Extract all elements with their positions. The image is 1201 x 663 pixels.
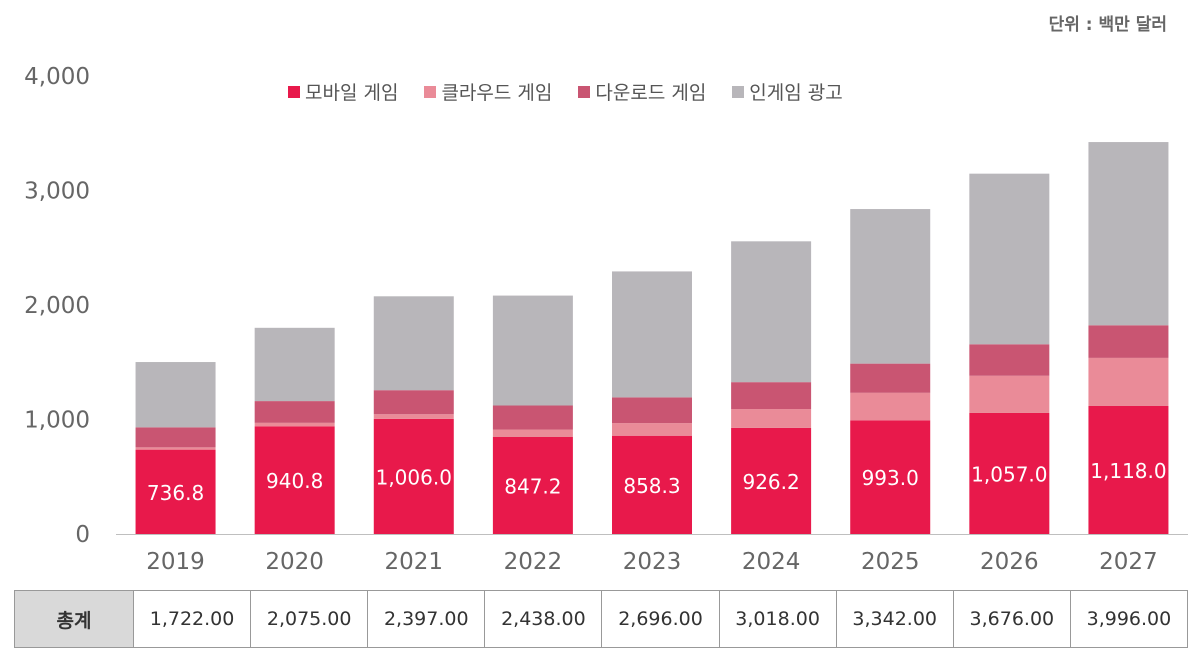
bar-segment-cloud-2025 [850, 392, 931, 421]
bar-segment-ads-2023 [612, 271, 692, 398]
bar-segment-ads-2026 [969, 173, 1050, 345]
bar-segment-cloud-2026 [969, 375, 1050, 413]
total-cell-2022: 2,438.00 [484, 590, 603, 648]
bar-segment-mobile-2020 [254, 426, 335, 534]
total-row: 총계 1,722.00 2,075.00 2,397.00 2,438.00 2… [14, 590, 1189, 648]
bar-segment-download-2023 [612, 397, 692, 424]
x-tick-label: 2025 [861, 549, 920, 575]
total-cell-2021: 2,397.00 [367, 590, 486, 648]
bar-value-label: 940.8 [266, 469, 323, 493]
x-tick-label: 2026 [980, 549, 1039, 575]
x-tick-label: 2019 [146, 549, 205, 575]
legend-swatch-download [578, 85, 591, 98]
bar-segment-ads-2027 [1088, 142, 1169, 326]
bar-segment-mobile-2023 [612, 435, 692, 534]
legend-label-download: 다운로드 게임 [595, 82, 707, 104]
bar-value-label: 993.0 [862, 466, 919, 490]
bar-value-label: 858.3 [623, 474, 680, 498]
bar-segment-download-2027 [1088, 325, 1169, 358]
unit-label: 단위 : 백만 달러 [1048, 15, 1167, 35]
bar-value-label: 1,057.0 [971, 462, 1047, 486]
legend-label-ads: 인게임 광고 [749, 82, 843, 104]
legend-item-download: 다운로드 게임 [578, 78, 706, 105]
bar-segment-download-2025 [850, 363, 931, 393]
bar-segment-cloud-2021 [373, 414, 454, 419]
x-tick-label: 2020 [265, 549, 324, 575]
x-tick-label: 2023 [623, 549, 682, 575]
bar-segment-mobile-2022 [492, 436, 573, 534]
bar-segment-cloud-2027 [1088, 357, 1169, 406]
bar-segment-cloud-2020 [254, 422, 335, 427]
legend-swatch-ads [732, 85, 745, 98]
total-cell-2026: 3,676.00 [952, 590, 1071, 648]
bar-segment-ads-2019 [135, 362, 216, 428]
bar-segment-ads-2025 [850, 209, 931, 364]
total-cell-2023: 2,696.00 [601, 590, 720, 648]
bar-segment-cloud-2019 [135, 447, 216, 450]
bar-segment-ads-2021 [373, 296, 454, 391]
x-tick-label: 2027 [1099, 549, 1158, 575]
bar-value-label: 926.2 [742, 470, 799, 494]
bar-segment-download-2022 [492, 405, 573, 430]
bar-segment-cloud-2024 [731, 409, 812, 428]
bar-segment-mobile-2025 [850, 420, 931, 534]
y-tick-label: 3,000 [24, 179, 90, 205]
bar-segment-download-2020 [254, 401, 335, 423]
bar-segment-mobile-2021 [373, 418, 454, 534]
total-cell-2019: 1,722.00 [132, 590, 252, 648]
legend-item-ads: 인게임 광고 [732, 78, 843, 105]
x-tick-label: 2021 [385, 549, 444, 575]
x-tick-label: 2024 [742, 549, 801, 575]
legend-label-cloud: 클라우드 게임 [441, 82, 553, 104]
legend-item-mobile: 모바일 게임 [288, 78, 398, 105]
total-table: 총계 1,722.00 2,075.00 2,397.00 2,438.00 2… [14, 590, 1189, 648]
bar-segment-download-2026 [969, 344, 1050, 376]
legend-swatch-mobile [288, 85, 300, 98]
total-label: 총계 [14, 590, 134, 648]
bar-segment-download-2021 [373, 390, 454, 415]
bar-value-label: 1,118.0 [1090, 459, 1166, 483]
bar-value-label: 847.2 [504, 474, 561, 498]
total-cell-2027: 3,996.00 [1069, 590, 1189, 648]
bar-segment-ads-2024 [731, 241, 812, 383]
x-tick-label: 2022 [504, 549, 563, 575]
bar-segment-cloud-2022 [492, 429, 573, 437]
total-cell-2024: 3,018.00 [718, 590, 837, 648]
bar-segment-ads-2020 [254, 327, 335, 402]
bar-segment-cloud-2023 [612, 423, 692, 436]
y-tick-label: 1,000 [24, 408, 90, 434]
legend-swatch-cloud [424, 85, 437, 98]
y-tick-label: 0 [75, 522, 90, 548]
bar-segment-download-2024 [731, 382, 812, 410]
bar-segment-mobile-2026 [969, 412, 1050, 534]
bar-segment-mobile-2019 [135, 449, 216, 534]
bar-value-label: 1,006.0 [376, 465, 452, 489]
chart-legend: 모바일 게임 클라우드 게임 다운로드 게임 인게임 광고 [288, 78, 869, 105]
stacked-bar-chart: 0 1,000 2,000 3,000 4,000 736.8 2019 940.8 2020 1… [24, 64, 1188, 575]
bar-segment-mobile-2024 [731, 427, 812, 534]
y-tick-label: 2,000 [24, 293, 90, 319]
legend-label-mobile: 모바일 게임 [305, 82, 399, 104]
total-cell-2025: 3,342.00 [835, 590, 954, 648]
total-cell-2020: 2,075.00 [250, 590, 369, 648]
legend-item-cloud: 클라우드 게임 [424, 78, 552, 105]
bar-segment-ads-2022 [492, 295, 573, 406]
bar-segment-download-2019 [135, 427, 216, 448]
bar-value-label: 736.8 [147, 481, 204, 505]
bar-segment-mobile-2027 [1088, 405, 1169, 534]
y-tick-label: 4,000 [24, 64, 90, 90]
